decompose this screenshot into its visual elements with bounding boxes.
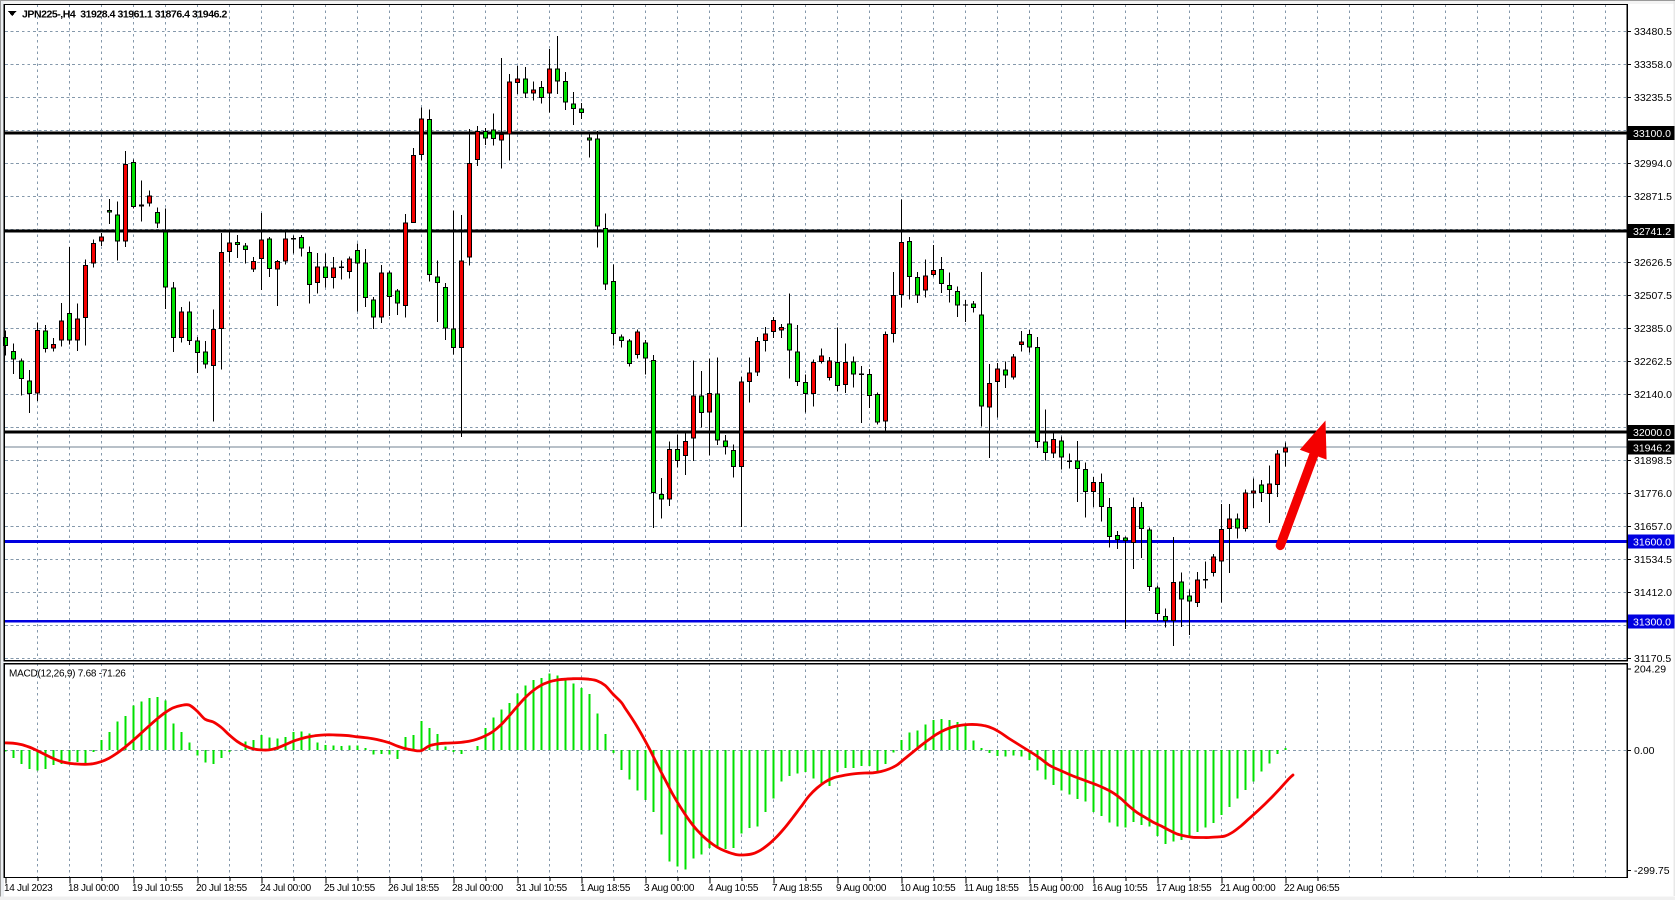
svg-text:11 Aug 18:55: 11 Aug 18:55 (964, 883, 1019, 894)
svg-text:MACD(12,26,9) 7.68 -71.26: MACD(12,26,9) 7.68 -71.26 (9, 669, 126, 680)
svg-text:9 Aug 00:00: 9 Aug 00:00 (836, 883, 887, 894)
svg-text:31412.0: 31412.0 (1634, 587, 1672, 599)
svg-text:14 Jul 2023: 14 Jul 2023 (4, 883, 53, 894)
svg-text:1 Aug 18:55: 1 Aug 18:55 (580, 883, 631, 894)
svg-text:26 Jul 18:55: 26 Jul 18:55 (388, 883, 440, 894)
svg-text:JPN225-,H4 31928.4 31961.1 31: JPN225-,H4 31928.4 31961.1 31876.4 31946… (22, 9, 227, 21)
svg-text:25 Jul 10:55: 25 Jul 10:55 (324, 883, 376, 894)
svg-text:17 Aug 18:55: 17 Aug 18:55 (1156, 883, 1212, 894)
svg-text:10 Aug 10:55: 10 Aug 10:55 (900, 883, 956, 894)
svg-text:31657.0: 31657.0 (1634, 521, 1672, 533)
svg-text:32507.5: 32507.5 (1634, 290, 1672, 302)
svg-text:22 Aug 06:55: 22 Aug 06:55 (1284, 883, 1340, 894)
svg-text:32871.5: 32871.5 (1634, 191, 1672, 203)
svg-text:31600.0: 31600.0 (1633, 537, 1671, 549)
svg-text:18 Jul 00:00: 18 Jul 00:00 (68, 883, 120, 894)
svg-text:16 Aug 10:55: 16 Aug 10:55 (1092, 883, 1148, 894)
svg-text:15 Aug 00:00: 15 Aug 00:00 (1028, 883, 1084, 894)
svg-text:31300.0: 31300.0 (1633, 616, 1671, 628)
svg-text:32000.0: 32000.0 (1633, 427, 1671, 439)
svg-text:33480.5: 33480.5 (1634, 26, 1672, 38)
svg-text:204.29: 204.29 (1634, 664, 1666, 676)
svg-text:20 Jul 18:55: 20 Jul 18:55 (196, 883, 248, 894)
svg-text:32385.0: 32385.0 (1634, 323, 1672, 335)
svg-text:32741.2: 32741.2 (1633, 226, 1671, 238)
svg-text:32140.0: 32140.0 (1634, 389, 1672, 401)
svg-text:33100.0: 33100.0 (1633, 128, 1671, 140)
svg-text:31946.2: 31946.2 (1633, 442, 1671, 454)
svg-text:21 Aug 00:00: 21 Aug 00:00 (1220, 883, 1276, 894)
svg-text:31170.5: 31170.5 (1634, 653, 1671, 665)
svg-text:-299.75: -299.75 (1634, 865, 1670, 877)
svg-text:28 Jul 00:00: 28 Jul 00:00 (452, 883, 504, 894)
svg-text:33235.5: 33235.5 (1634, 92, 1672, 104)
svg-text:33358.0: 33358.0 (1634, 59, 1672, 71)
svg-text:31776.0: 31776.0 (1634, 488, 1672, 500)
svg-text:32262.5: 32262.5 (1634, 356, 1672, 368)
svg-text:32626.5: 32626.5 (1634, 257, 1672, 269)
svg-text:0.00: 0.00 (1634, 745, 1655, 757)
svg-text:3 Aug 00:00: 3 Aug 00:00 (644, 883, 695, 894)
svg-text:4 Aug 10:55: 4 Aug 10:55 (708, 883, 759, 894)
svg-text:31898.5: 31898.5 (1634, 455, 1672, 467)
svg-text:24 Jul 00:00: 24 Jul 00:00 (260, 883, 312, 894)
svg-text:7 Aug 18:55: 7 Aug 18:55 (772, 883, 823, 894)
svg-text:19 Jul 10:55: 19 Jul 10:55 (132, 883, 184, 894)
svg-text:31 Jul 10:55: 31 Jul 10:55 (516, 883, 568, 894)
svg-text:32994.0: 32994.0 (1634, 158, 1672, 170)
svg-text:31534.5: 31534.5 (1634, 554, 1672, 566)
